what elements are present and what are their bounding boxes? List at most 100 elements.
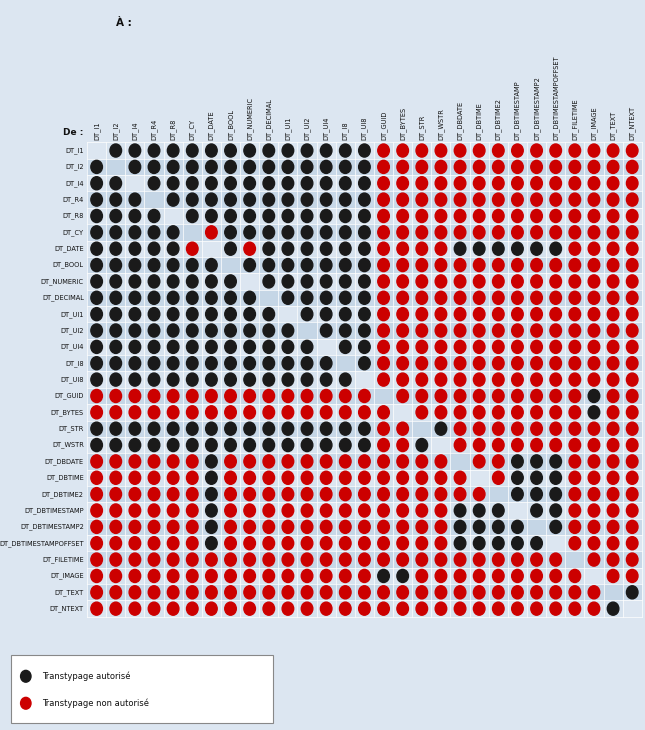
Circle shape — [608, 210, 619, 223]
Circle shape — [473, 553, 485, 566]
Circle shape — [493, 472, 504, 484]
Circle shape — [531, 553, 542, 566]
Circle shape — [608, 488, 619, 501]
Circle shape — [321, 193, 332, 206]
Circle shape — [129, 602, 141, 615]
Circle shape — [435, 210, 447, 223]
Circle shape — [511, 488, 523, 501]
Circle shape — [511, 226, 523, 239]
Circle shape — [511, 389, 523, 402]
Bar — [87, 420, 642, 437]
Circle shape — [626, 193, 638, 206]
Circle shape — [206, 455, 217, 468]
Circle shape — [397, 537, 408, 550]
Circle shape — [416, 455, 428, 468]
Circle shape — [511, 537, 523, 550]
Circle shape — [206, 177, 217, 190]
Circle shape — [339, 275, 351, 288]
Circle shape — [359, 422, 370, 435]
Circle shape — [244, 307, 255, 320]
Circle shape — [263, 357, 275, 370]
Circle shape — [148, 504, 160, 517]
Circle shape — [282, 553, 293, 566]
Circle shape — [129, 422, 141, 435]
Circle shape — [511, 357, 523, 370]
Circle shape — [321, 242, 332, 255]
Circle shape — [148, 520, 160, 534]
Text: DT_I8: DT_I8 — [65, 360, 84, 366]
Circle shape — [416, 373, 428, 386]
Circle shape — [167, 144, 179, 157]
Circle shape — [435, 291, 447, 304]
Circle shape — [110, 585, 121, 599]
Circle shape — [110, 258, 121, 272]
Circle shape — [129, 389, 141, 402]
Text: DT_I4: DT_I4 — [132, 121, 138, 140]
Circle shape — [493, 307, 504, 320]
Circle shape — [608, 275, 619, 288]
Circle shape — [493, 275, 504, 288]
Bar — [450, 142, 470, 617]
Circle shape — [397, 422, 408, 435]
Circle shape — [608, 553, 619, 566]
Circle shape — [263, 193, 275, 206]
Circle shape — [91, 602, 103, 615]
Bar — [87, 191, 642, 208]
Circle shape — [531, 455, 542, 468]
Circle shape — [588, 161, 600, 174]
Circle shape — [91, 569, 103, 583]
Circle shape — [473, 275, 485, 288]
Circle shape — [550, 504, 562, 517]
Circle shape — [110, 504, 121, 517]
Circle shape — [550, 307, 562, 320]
Circle shape — [263, 439, 275, 452]
Circle shape — [244, 357, 255, 370]
Circle shape — [416, 291, 428, 304]
Circle shape — [148, 275, 160, 288]
Circle shape — [301, 144, 313, 157]
Circle shape — [244, 226, 255, 239]
Circle shape — [282, 161, 293, 174]
Circle shape — [110, 275, 121, 288]
Circle shape — [321, 472, 332, 484]
Circle shape — [511, 291, 523, 304]
Circle shape — [359, 291, 370, 304]
Circle shape — [263, 520, 275, 534]
Circle shape — [397, 520, 408, 534]
Circle shape — [550, 406, 562, 419]
Circle shape — [167, 472, 179, 484]
Circle shape — [129, 161, 141, 174]
Circle shape — [206, 193, 217, 206]
Bar — [87, 372, 642, 388]
Circle shape — [531, 389, 542, 402]
Circle shape — [110, 242, 121, 255]
Circle shape — [339, 144, 351, 157]
Circle shape — [110, 520, 121, 534]
Circle shape — [282, 144, 293, 157]
Circle shape — [186, 488, 198, 501]
Circle shape — [608, 307, 619, 320]
Circle shape — [167, 177, 179, 190]
Circle shape — [186, 520, 198, 534]
Circle shape — [91, 472, 103, 484]
Circle shape — [244, 324, 255, 337]
Circle shape — [339, 406, 351, 419]
Circle shape — [129, 242, 141, 255]
Circle shape — [608, 389, 619, 402]
Text: DT_I1: DT_I1 — [94, 122, 100, 140]
Circle shape — [511, 258, 523, 272]
Circle shape — [493, 455, 504, 468]
Circle shape — [186, 389, 198, 402]
Circle shape — [416, 226, 428, 239]
Circle shape — [511, 340, 523, 353]
Circle shape — [378, 258, 390, 272]
Circle shape — [569, 242, 580, 255]
Bar — [183, 142, 202, 617]
Circle shape — [626, 520, 638, 534]
Bar — [336, 142, 355, 617]
Circle shape — [206, 324, 217, 337]
Circle shape — [378, 602, 390, 615]
Circle shape — [301, 472, 313, 484]
Bar — [87, 257, 642, 273]
Circle shape — [339, 389, 351, 402]
